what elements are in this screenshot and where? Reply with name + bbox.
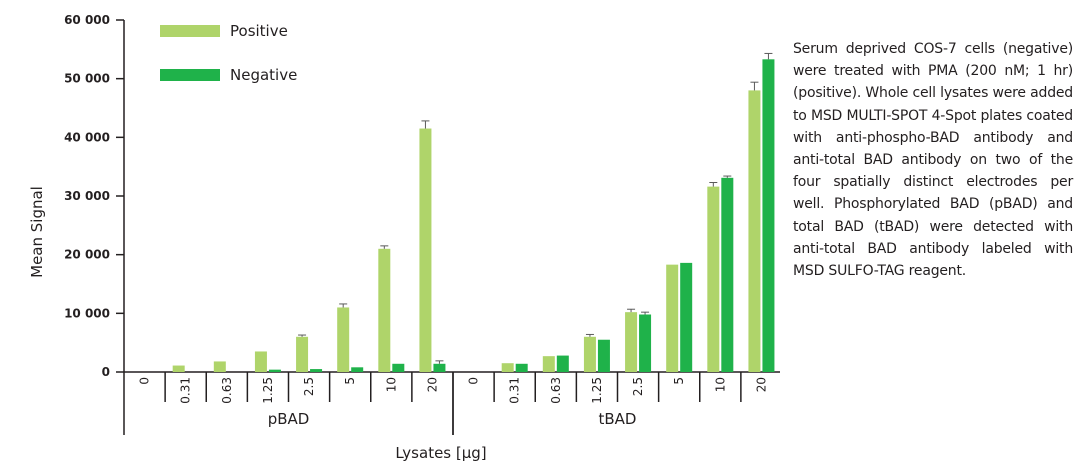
x-tick-label: 5 — [672, 377, 686, 385]
bar-positive — [707, 186, 720, 372]
y-tick-label: 60 000 — [64, 13, 110, 27]
bar-negative — [639, 314, 652, 372]
bar-negative — [762, 59, 775, 372]
bar-positive — [296, 336, 309, 372]
bar-negative — [392, 363, 405, 372]
x-axis: 0 0.31 0.63 1.25 2.5 5 10 20 pBAD 0 0.31 0.63 1.25 2.… — [123, 371, 780, 435]
x-tick-label: 0.31 — [179, 377, 193, 404]
y-axis: 0 10 000 20 000 30 000 40 000 50 000 60 000 — [64, 13, 125, 379]
bar-negative — [433, 363, 446, 372]
x-tick-label: 2.5 — [631, 377, 645, 396]
bar-positive — [748, 90, 761, 373]
y-axis-title: Mean Signal — [28, 186, 46, 278]
bar-positive — [254, 351, 267, 372]
y-tick-label: 0 — [102, 365, 110, 379]
x-tick-label: 2.5 — [302, 377, 316, 396]
x-tick-label: 0 — [467, 377, 481, 385]
x-tick-label: 1.25 — [261, 377, 275, 404]
x-tick-label: 10 — [384, 377, 398, 392]
y-tick-label: 10 000 — [64, 306, 110, 320]
x-tick-label: 5 — [343, 377, 357, 385]
bar-positive — [583, 336, 596, 372]
bar-negative — [515, 363, 528, 372]
group-label: tBAD — [599, 410, 637, 428]
x-tick-label: 1.25 — [590, 377, 604, 404]
x-tick-label: 0 — [138, 377, 152, 385]
bar-positive — [542, 356, 555, 372]
y-tick-label: 30 000 — [64, 189, 110, 203]
bar-negative — [310, 369, 323, 372]
x-tick-label: 0.63 — [549, 377, 563, 404]
figure-caption: Serum deprived COS-7 cells (negative) we… — [793, 41, 1073, 280]
bars — [172, 52, 775, 373]
x-tick-label: 0.31 — [508, 377, 522, 404]
bar-negative — [556, 355, 569, 372]
x-tick-label: 20 — [754, 377, 768, 392]
legend-label-positive: Positive — [230, 22, 288, 40]
bar-positive — [213, 361, 226, 372]
group-label: pBAD — [268, 410, 310, 428]
x-tick-label: 10 — [713, 377, 727, 392]
legend-swatch-negative — [160, 69, 220, 81]
bar-positive — [337, 307, 350, 372]
legend: Positive Negative — [160, 22, 297, 84]
x-tick-label: 20 — [425, 377, 439, 392]
bar-positive — [625, 312, 638, 372]
y-tick-label: 40 000 — [64, 130, 110, 144]
bar-negative — [597, 339, 610, 372]
bar-negative — [680, 262, 693, 372]
y-tick-label: 20 000 — [64, 248, 110, 262]
legend-label-negative: Negative — [230, 66, 297, 84]
bar-negative — [721, 177, 734, 372]
bar-positive — [172, 365, 185, 372]
x-tick-label: 0.63 — [220, 377, 234, 404]
bar-negative — [351, 367, 364, 372]
bar-positive — [501, 363, 514, 372]
bar-positive — [419, 128, 432, 372]
bar-positive — [378, 248, 391, 372]
y-tick-label: 50 000 — [64, 72, 110, 86]
legend-swatch-positive — [160, 25, 220, 37]
bar-positive — [666, 264, 679, 372]
x-axis-title: Lysates [µg] — [395, 444, 486, 462]
bar-negative — [268, 369, 281, 372]
